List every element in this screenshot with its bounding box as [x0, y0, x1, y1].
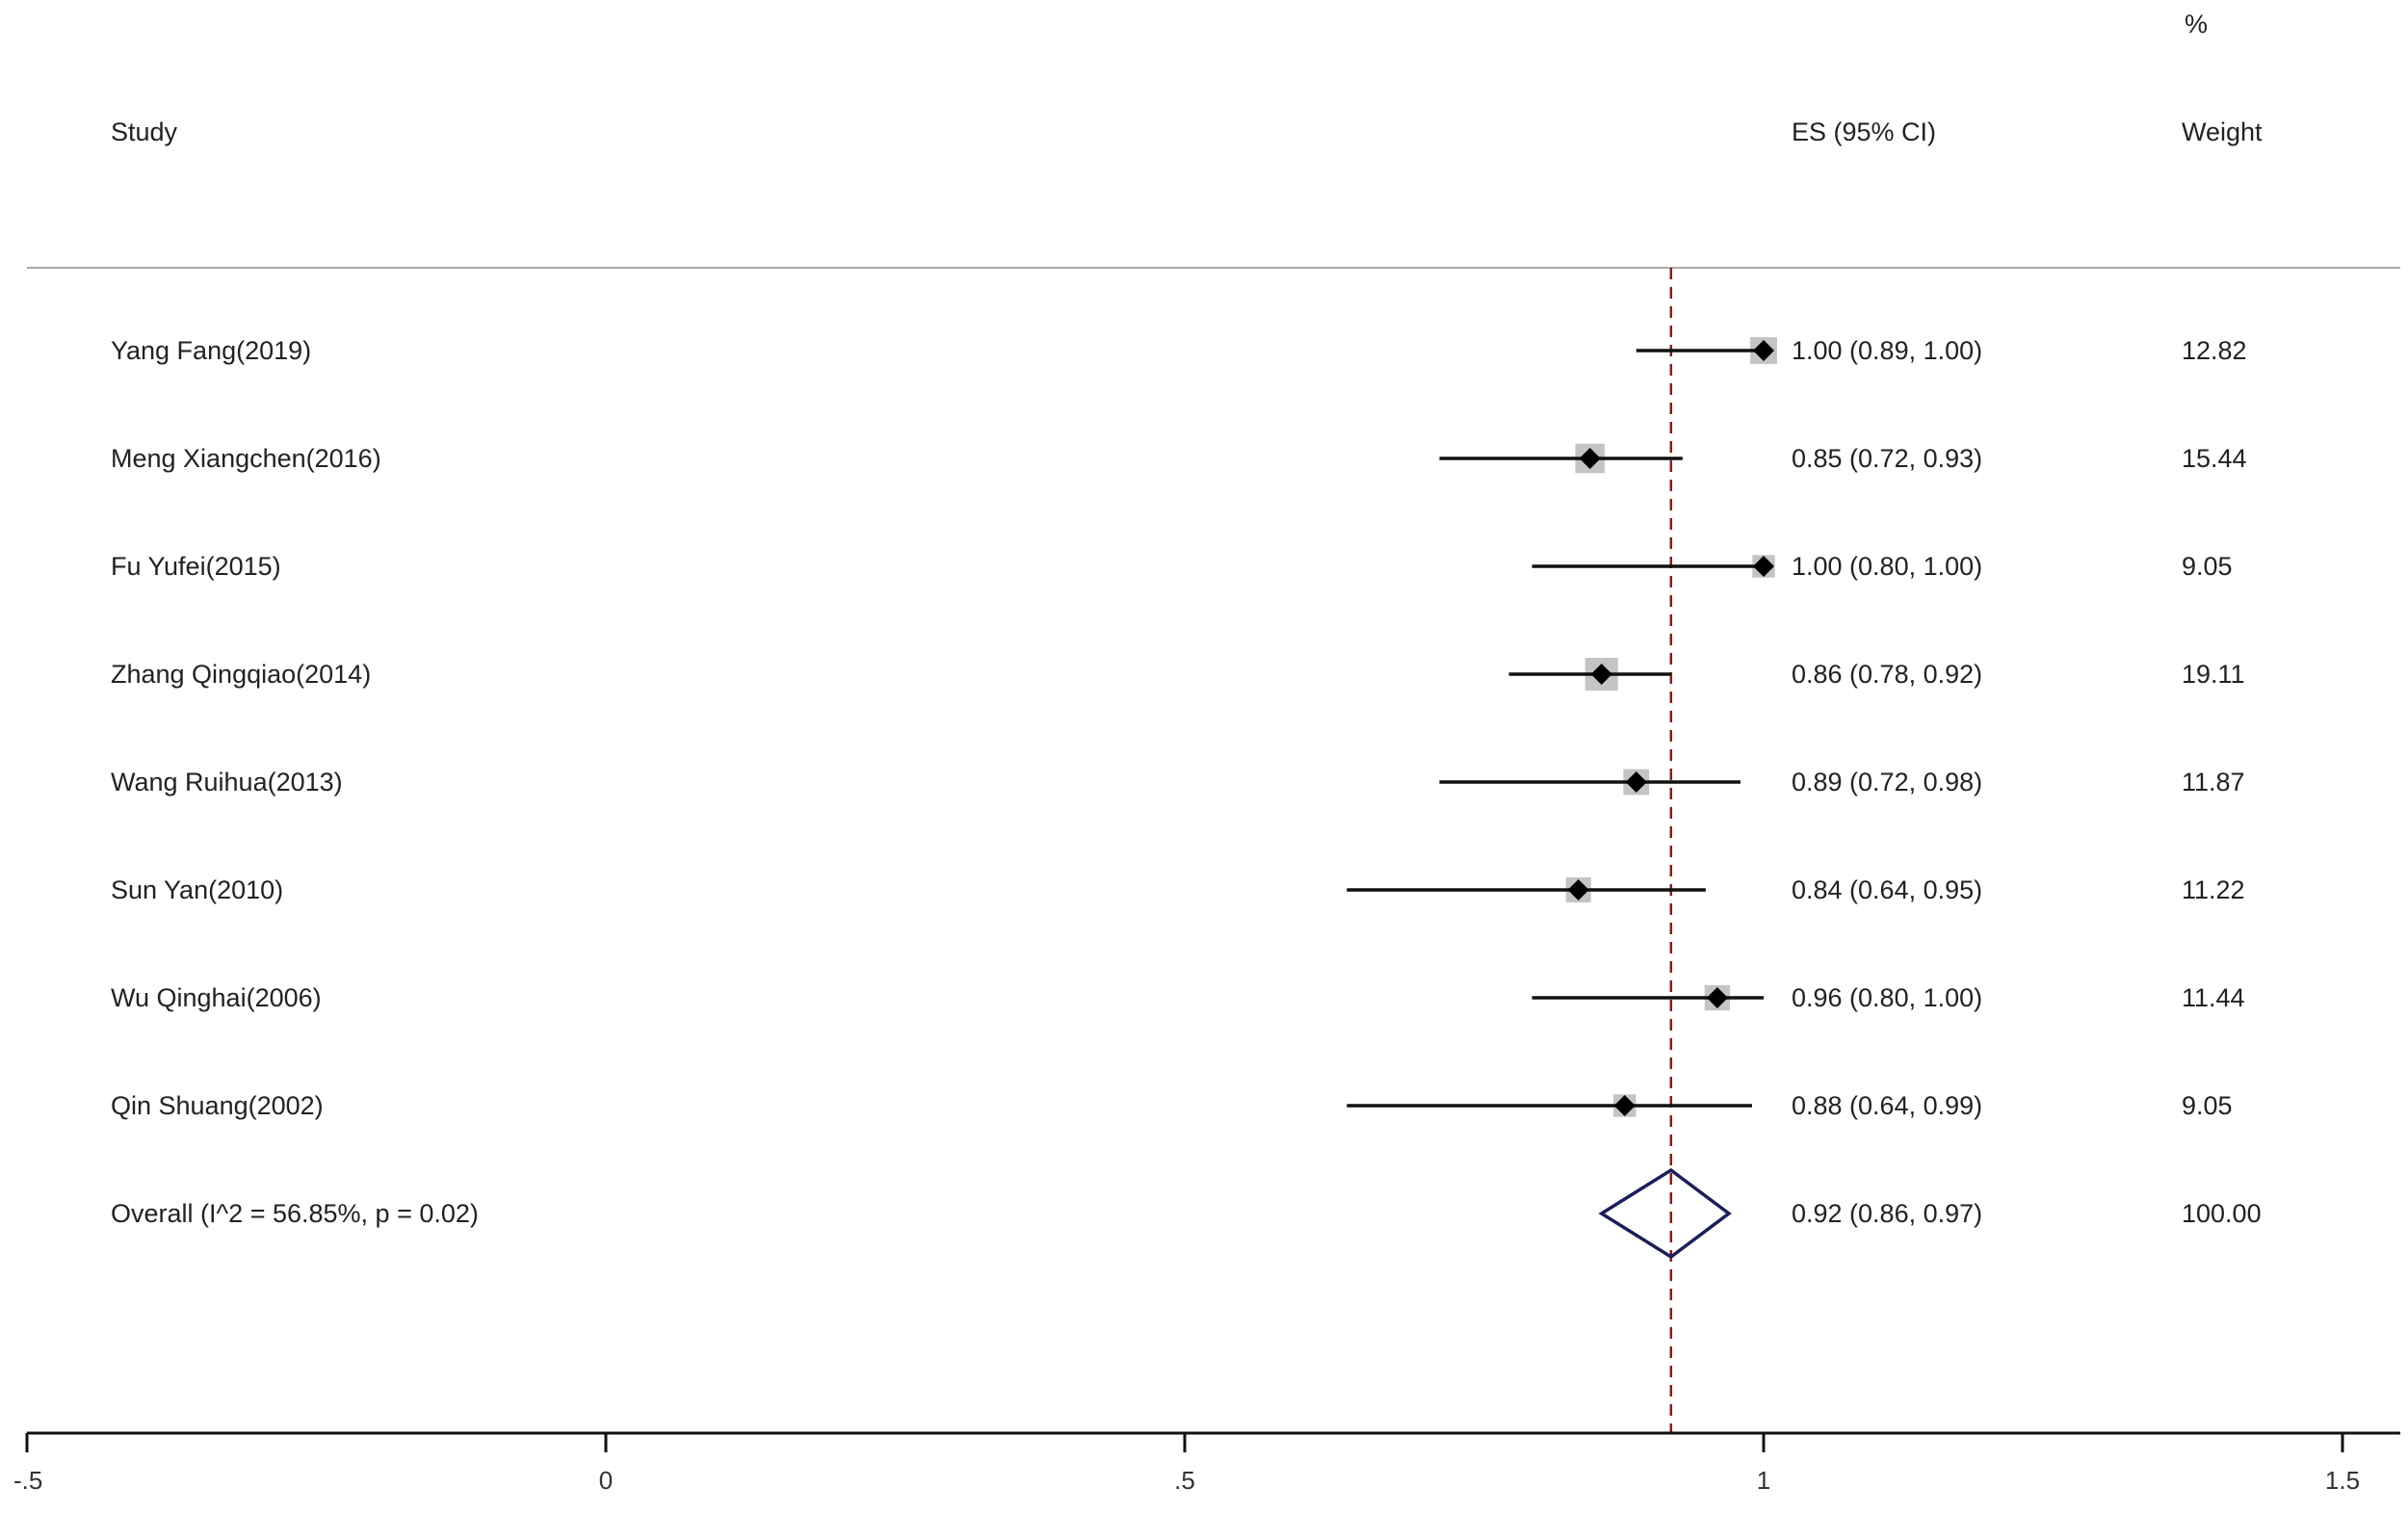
- study-row: Zhang Qingqiao(2014) 0.86 (0.78, 0.92) 19.…: [111, 658, 2245, 691]
- study-row: Meng Xiangchen(2016) 0.85 (0.72, 0.93) 15.…: [111, 443, 2247, 474]
- study-rows: Yang Fang(2019) 1.00 (0.89, 1.00) 12.82 Men…: [111, 336, 2247, 1120]
- study-label: Fu Yufei(2015): [111, 552, 281, 581]
- point-estimate: [1706, 987, 1728, 1008]
- x-tick-label: 1: [1757, 1466, 1770, 1495]
- point-estimate: [1613, 1095, 1636, 1116]
- es-ci-value: 1.00 (0.89, 1.00): [1792, 336, 1982, 365]
- es-ci-value: 0.85 (0.72, 0.93): [1792, 444, 1982, 473]
- overall-diamond: [1598, 1167, 1732, 1260]
- es-ci-header: ES (95% CI): [1792, 117, 1936, 146]
- weight-value: 11.87: [2182, 768, 2245, 796]
- point-estimate: [1625, 771, 1647, 793]
- point-estimate: [1579, 448, 1601, 469]
- es-ci-value: 0.89 (0.72, 0.98): [1792, 768, 1982, 796]
- point-estimate: [1753, 556, 1774, 577]
- weight-value: 19.11: [2182, 660, 2245, 689]
- es-ci-value: 1.00 (0.80, 1.00): [1792, 552, 1982, 581]
- weight-header: Weight: [2182, 117, 2263, 146]
- x-tick-label: 1.5: [2325, 1466, 2360, 1495]
- study-label: Yang Fang(2019): [111, 336, 311, 365]
- es-ci-value: 0.86 (0.78, 0.92): [1792, 660, 1982, 689]
- x-axis: -.5 0 .5 1 1.5: [13, 1431, 2400, 1495]
- weight-value: 9.05: [2182, 552, 2233, 581]
- study-row: Qin Shuang(2002) 0.88 (0.64, 0.99) 9.05: [111, 1091, 2233, 1120]
- overall-es-ci-value: 0.92 (0.86, 0.97): [1792, 1199, 1982, 1228]
- x-tick-label: 0: [599, 1466, 613, 1495]
- weight-value: 11.22: [2182, 875, 2245, 904]
- point-estimate: [1567, 879, 1589, 901]
- x-tick-label: .5: [1174, 1466, 1195, 1495]
- weight-percent-header: %: [2185, 10, 2208, 39]
- weight-value: 15.44: [2182, 444, 2247, 473]
- point-estimate: [1590, 664, 1612, 685]
- study-header: Study: [111, 117, 178, 146]
- weight-value: 11.44: [2182, 983, 2245, 1012]
- study-row: Wu Qinghai(2006) 0.96 (0.80, 1.00) 11.44: [111, 983, 2245, 1012]
- es-ci-value: 0.84 (0.64, 0.95): [1792, 875, 1982, 904]
- study-row: Wang Ruihua(2013) 0.89 (0.72, 0.98) 11.87: [111, 768, 2245, 796]
- overall-row: Overall (I^2 = 56.85%, p = 0.02) 0.92 (0.…: [111, 1167, 2262, 1260]
- study-label: Sun Yan(2010): [111, 875, 283, 904]
- study-label: Qin Shuang(2002): [111, 1091, 324, 1120]
- weight-value: 12.82: [2182, 336, 2247, 365]
- x-tick-label: -.5: [13, 1466, 42, 1495]
- study-row: Yang Fang(2019) 1.00 (0.89, 1.00) 12.82: [111, 336, 2247, 365]
- es-ci-value: 0.96 (0.80, 1.00): [1792, 983, 1982, 1012]
- weight-value: 9.05: [2182, 1091, 2233, 1120]
- study-label: Meng Xiangchen(2016): [111, 444, 381, 473]
- es-ci-value: 0.88 (0.64, 0.99): [1792, 1091, 1982, 1120]
- study-label: Zhang Qingqiao(2014): [111, 660, 371, 689]
- overall-label: Overall (I^2 = 56.85%, p = 0.02): [111, 1199, 479, 1228]
- overall-weight-value: 100.00: [2182, 1199, 2262, 1228]
- point-estimate: [1753, 340, 1774, 361]
- study-row: Sun Yan(2010) 0.84 (0.64, 0.95) 11.22: [111, 875, 2245, 904]
- study-label: Wang Ruihua(2013): [111, 768, 343, 796]
- study-label: Wu Qinghai(2006): [111, 983, 322, 1012]
- study-row: Fu Yufei(2015) 1.00 (0.80, 1.00) 9.05: [111, 552, 2233, 581]
